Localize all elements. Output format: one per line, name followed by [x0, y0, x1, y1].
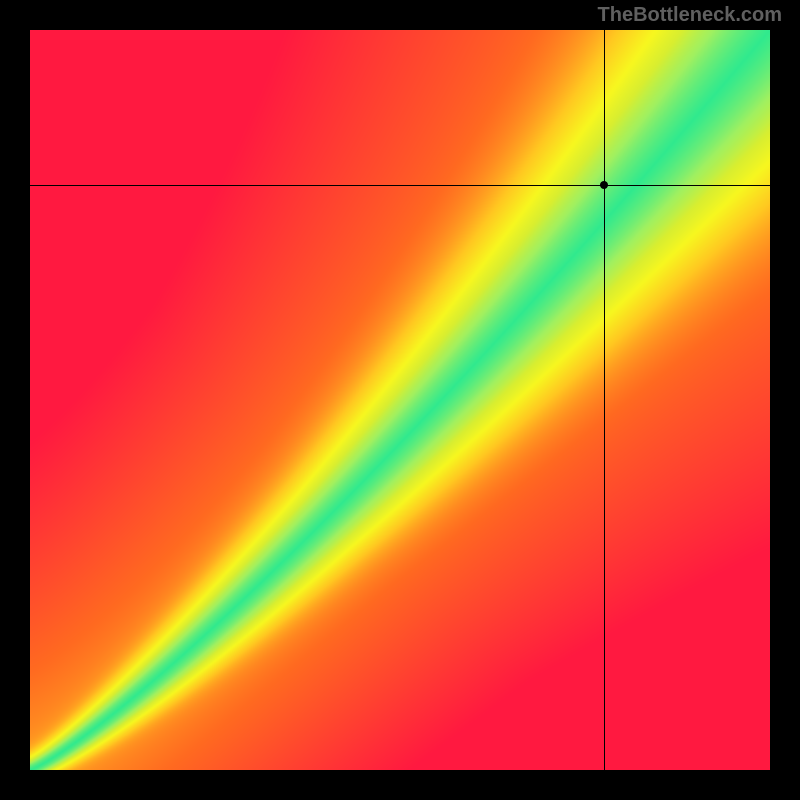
crosshair-horizontal	[30, 185, 770, 186]
heatmap-canvas	[30, 30, 770, 770]
watermark-text: TheBottleneck.com	[598, 4, 782, 27]
crosshair-marker-dot	[600, 181, 608, 189]
crosshair-vertical	[604, 30, 605, 770]
heatmap-chart	[30, 30, 770, 770]
